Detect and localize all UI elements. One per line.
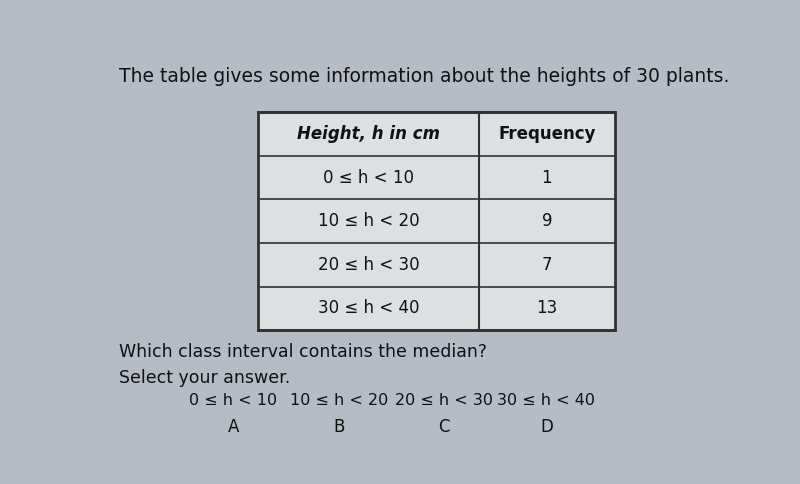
Text: 20 ≤ h < 30: 20 ≤ h < 30 (395, 393, 493, 408)
Text: 10 ≤ h < 20: 10 ≤ h < 20 (290, 393, 388, 408)
Text: Frequency: Frequency (498, 125, 596, 143)
Text: A: A (228, 418, 239, 436)
Text: 30 ≤ h < 40: 30 ≤ h < 40 (498, 393, 595, 408)
Text: 0 ≤ h < 10: 0 ≤ h < 10 (323, 168, 414, 186)
Text: 10 ≤ h < 20: 10 ≤ h < 20 (318, 212, 419, 230)
Text: D: D (540, 418, 553, 436)
Text: Select your answer.: Select your answer. (118, 369, 290, 387)
Text: B: B (333, 418, 344, 436)
Text: 30 ≤ h < 40: 30 ≤ h < 40 (318, 299, 419, 318)
Text: Which class interval contains the median?: Which class interval contains the median… (118, 343, 486, 361)
Text: 13: 13 (536, 299, 558, 318)
Text: 9: 9 (542, 212, 552, 230)
Text: 0 ≤ h < 10: 0 ≤ h < 10 (190, 393, 278, 408)
FancyBboxPatch shape (258, 112, 614, 330)
Text: 20 ≤ h < 30: 20 ≤ h < 30 (318, 256, 419, 274)
Text: 1: 1 (542, 168, 552, 186)
Text: The table gives some information about the heights of 30 plants.: The table gives some information about t… (118, 67, 729, 87)
Text: C: C (438, 418, 450, 436)
Text: 7: 7 (542, 256, 552, 274)
Text: Height, h in cm: Height, h in cm (297, 125, 440, 143)
